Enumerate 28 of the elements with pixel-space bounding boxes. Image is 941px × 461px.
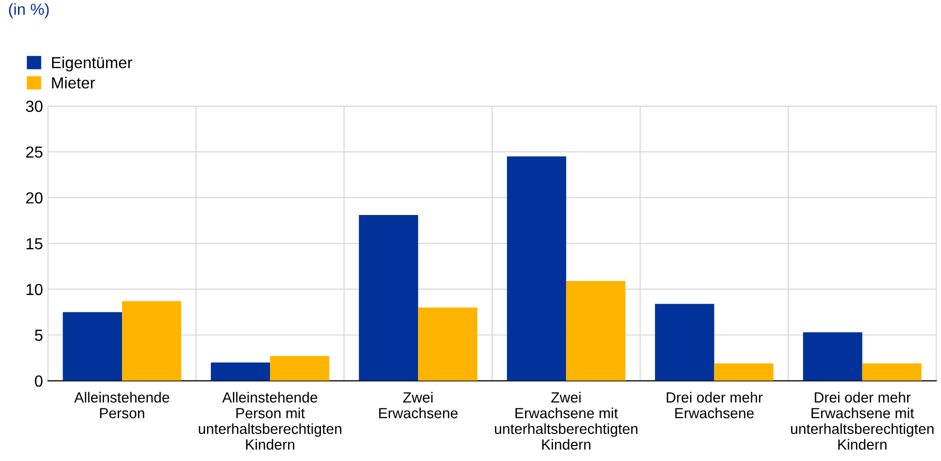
y-tick-label: 10 xyxy=(26,284,43,296)
x-tick-label: Alleinstehende Person mit unterhaltsberechtigten Kindern xyxy=(198,392,342,450)
bar xyxy=(506,156,566,381)
x-tick-label: Zwei Erwachsene xyxy=(379,392,458,418)
bar xyxy=(122,301,182,381)
bar xyxy=(862,363,922,381)
y-tick-label: 20 xyxy=(26,192,43,204)
y-tick-label: 0 xyxy=(34,375,43,387)
bar xyxy=(418,308,478,381)
x-tick-label: Alleinstehende Person xyxy=(74,392,170,418)
y-tick-label: 30 xyxy=(26,100,43,112)
y-tick-label: 15 xyxy=(26,238,42,250)
legend-label: Mieter xyxy=(52,76,95,88)
bar xyxy=(358,215,418,381)
x-tick-label: Drei oder mehr Erwachsene mit unterhaltsberechtigten Kindern xyxy=(791,392,934,450)
bar xyxy=(566,280,626,381)
bar xyxy=(714,363,774,381)
bar xyxy=(803,332,862,381)
x-tick-label: Drei oder mehr Erwachsene xyxy=(666,392,763,418)
bar xyxy=(655,304,714,381)
text: (in %) xyxy=(9,3,49,18)
y-tick-label: 25 xyxy=(26,146,42,158)
bar xyxy=(210,362,270,381)
x-tick-label: Zwei Erwachsene mit unterhaltsberechtigten Kindern xyxy=(494,392,638,450)
legend-label: Eigentümer xyxy=(52,56,132,72)
y-tick-label: 5 xyxy=(34,330,42,341)
bar xyxy=(270,356,330,381)
bar xyxy=(62,312,122,381)
